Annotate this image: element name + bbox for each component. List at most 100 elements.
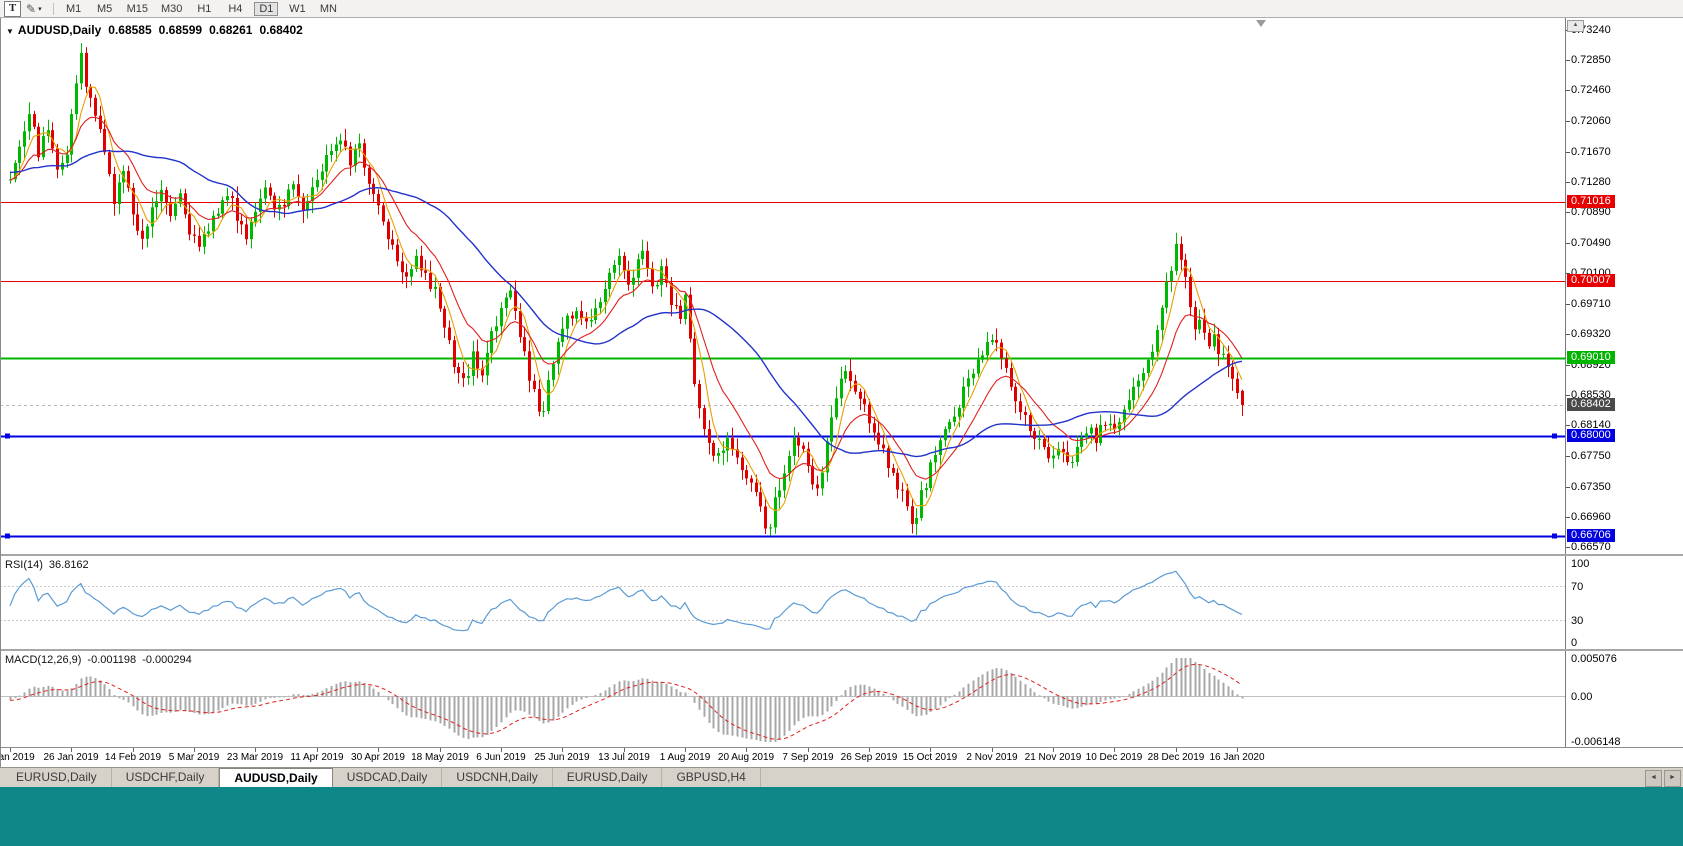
date-tick	[133, 748, 134, 752]
macd-canvas	[0, 658, 1565, 742]
date-axis-label: 14 Feb 2019	[104, 752, 162, 763]
date-tick	[992, 748, 993, 752]
one-click-trading-toggle[interactable]: ▼	[6, 27, 14, 36]
date-tick	[1237, 748, 1238, 752]
chart-tab-bar: EURUSD,Daily USDCHF,Daily AUDUSD,Daily USDC…	[0, 767, 1683, 787]
timeframe-mn-button[interactable]: MN	[319, 2, 337, 15]
price-tick	[1566, 304, 1570, 305]
timeframe-m30-button[interactable]: M30	[160, 2, 183, 15]
price-tick	[1566, 456, 1570, 457]
price-tick	[1566, 121, 1570, 122]
date-tick	[930, 748, 931, 752]
timeframe-m1-button[interactable]: M1	[65, 2, 82, 15]
chart-tab-usdcnh-daily[interactable]: USDCNH,Daily	[442, 768, 553, 787]
chart-tab-eurusd-daily[interactable]: EURUSD,Daily	[553, 768, 663, 787]
date-axis-label: 7 Sep 2019	[782, 752, 834, 763]
date-tick	[624, 748, 625, 752]
level-price-label: 0.66706	[1567, 529, 1615, 542]
price-axis-label: 0.72850	[1571, 54, 1611, 66]
date-tick	[440, 748, 441, 752]
window-left-edge	[0, 18, 1, 767]
rsi-axis-label: 70	[1571, 581, 1584, 593]
date-axis-label: 23 Mar 2019	[226, 752, 284, 763]
rsi-name: RSI(14)	[5, 559, 43, 571]
price-axis-label: 0.66960	[1571, 511, 1611, 523]
macd-axis-label: 0.00	[1571, 691, 1593, 703]
timeframe-h1-button[interactable]: H1	[197, 2, 212, 15]
main-chart-canvas	[0, 20, 1565, 539]
price-tick	[1566, 487, 1570, 488]
date-axis-label: 10 Dec 2019	[1085, 752, 1143, 763]
price-axis-label: 0.71280	[1571, 176, 1611, 188]
chevron-down-icon: ▾	[38, 5, 42, 13]
timeframe-h4-button[interactable]: H4	[228, 2, 243, 15]
axis-scroll-up-button[interactable]: ▲	[1567, 20, 1584, 32]
timeframe-d1-button[interactable]: D1	[254, 1, 279, 16]
pane-separator[interactable]	[0, 649, 1683, 651]
price-axis-label: 0.72060	[1571, 115, 1611, 127]
price-axis[interactable]: 0.73240 0.72850 0.72460 0.72060 0.71670 0.712…	[1565, 18, 1683, 767]
date-axis-label: 16 Jan 2020	[1209, 752, 1265, 763]
tab-scroll-right-button[interactable]: ►	[1664, 770, 1681, 787]
price-axis-label: 0.69320	[1571, 328, 1611, 340]
level-price-label: 0.69010	[1567, 351, 1615, 364]
price-axis-label: 0.70890	[1571, 206, 1611, 218]
chart-tab-usdcad-daily[interactable]: USDCAD,Daily	[333, 768, 443, 787]
date-tick	[808, 748, 809, 752]
chart-tab-audusd-daily[interactable]: AUDUSD,Daily	[219, 768, 333, 787]
rsi-canvas	[0, 570, 1565, 632]
price-tick	[1566, 212, 1570, 213]
price-tick	[1566, 425, 1570, 426]
drawing-tool-button[interactable]: ✎ ▾	[21, 2, 47, 16]
tab-scroll-buttons: ◄ ►	[1645, 770, 1681, 787]
macd-pane[interactable]: MACD(12,26,9) -0.001198 -0.000294	[0, 652, 1565, 747]
date-axis-label: 26 Jan 2019	[43, 752, 99, 763]
price-tick	[1566, 547, 1570, 548]
price-axis-label: 0.69710	[1571, 298, 1611, 310]
toolbar-separator	[52, 2, 54, 15]
chart-tab-gbpusd-h4[interactable]: GBPUSD,H4	[662, 768, 761, 787]
date-axis-label: 20 Aug 2019	[717, 752, 775, 763]
price-axis-label: 0.70490	[1571, 237, 1611, 249]
price-tick	[1566, 395, 1570, 396]
price-axis-label: 0.67350	[1571, 481, 1611, 493]
time-axis[interactable]: 8 Jan 2019 26 Jan 2019 14 Feb 2019 5 Mar 20…	[0, 747, 1683, 767]
chart-title: ▼ AUDUSD,Daily 0.68585 0.68599 0.68261 0.6840…	[6, 23, 303, 37]
rsi-axis-label: 100	[1571, 558, 1590, 570]
cursor-tool-button[interactable]: T	[4, 0, 21, 17]
price-tick	[1566, 60, 1570, 61]
pane-separator[interactable]	[0, 554, 1683, 556]
date-tick	[501, 748, 502, 752]
timeframe-m15-button[interactable]: M15	[126, 2, 148, 15]
date-tick	[71, 748, 72, 752]
date-tick	[378, 748, 379, 752]
chart-tab-usdchf-daily[interactable]: USDCHF,Daily	[112, 768, 220, 787]
ohlc-open: 0.68585	[108, 23, 152, 37]
rsi-axis-label: 0	[1571, 637, 1578, 649]
date-axis-label: 1 Aug 2019	[659, 752, 711, 763]
date-tick	[1114, 748, 1115, 752]
macd-axis-label: 0.005076	[1571, 653, 1617, 665]
price-tick	[1566, 90, 1570, 91]
price-axis-label: 0.67750	[1571, 450, 1611, 462]
price-tick	[1566, 273, 1570, 274]
level-price-label: 0.71016	[1567, 195, 1615, 208]
current-price-label: 0.68402	[1567, 398, 1615, 411]
macd-axis-label: -0.006148	[1571, 736, 1621, 748]
date-tick	[746, 748, 747, 752]
ohlc-low: 0.68261	[209, 23, 253, 37]
date-axis-label: 11 Apr 2019	[290, 752, 344, 763]
price-tick	[1566, 334, 1570, 335]
ohlc-high: 0.68599	[158, 23, 203, 37]
chart-tab-eurusd-daily[interactable]: EURUSD,Daily	[2, 768, 112, 787]
tab-scroll-left-button[interactable]: ◄	[1645, 770, 1662, 787]
timeframe-w1-button[interactable]: W1	[289, 2, 306, 15]
price-tick	[1566, 517, 1570, 518]
rsi-pane[interactable]: RSI(14) 36.8162	[0, 557, 1565, 649]
timeframe-m5-button[interactable]: M5	[96, 2, 113, 15]
main-pane[interactable]: ▼ AUDUSD,Daily 0.68585 0.68599 0.68261 0.6840…	[0, 18, 1565, 554]
price-axis-label: 0.71670	[1571, 146, 1611, 158]
rsi-value: 36.8162	[48, 559, 89, 571]
date-tick	[1176, 748, 1177, 752]
date-axis-label: 21 Nov 2019	[1024, 752, 1082, 763]
